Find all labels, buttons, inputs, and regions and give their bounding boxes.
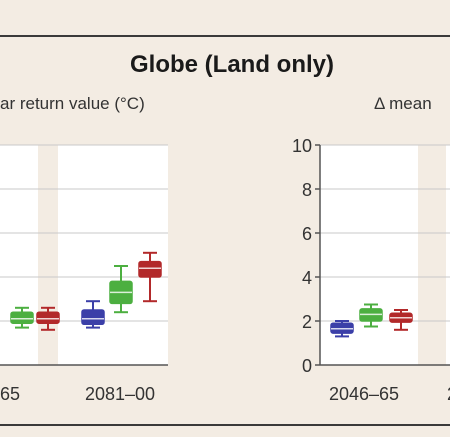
period-label: 2046–65	[329, 384, 399, 404]
box-plot	[359, 303, 383, 328]
left-panel-subtitle: ar return value (°C)	[0, 94, 145, 113]
left-panel: 65 2081–00	[0, 144, 168, 404]
y-tick-label: 8	[302, 180, 312, 200]
box-body	[81, 309, 105, 326]
y-tick-label: 2	[302, 312, 312, 332]
period-label: 2	[447, 384, 450, 404]
y-tick-label: 0	[302, 356, 312, 376]
period-label: 65	[0, 384, 20, 404]
figure-title: Globe (Land only)	[130, 51, 334, 78]
y-tick-label: 4	[302, 268, 312, 288]
period-shade	[38, 145, 58, 365]
box-body	[36, 311, 60, 324]
y-tick-label: 6	[302, 224, 312, 244]
period-shade	[418, 145, 446, 365]
plot-area	[0, 145, 168, 365]
box-body	[138, 260, 162, 278]
y-tick-label: 10	[292, 136, 312, 156]
period-label: 2081–00	[85, 384, 155, 404]
right-panel-subtitle: Δ mean	[374, 94, 432, 113]
box-body	[10, 311, 34, 324]
right-panel: 0 2 4 6 8 10 2046–65 2	[292, 136, 450, 404]
box-plot	[138, 251, 162, 303]
box-plot	[109, 265, 133, 314]
box-plot	[389, 309, 413, 331]
box-plot	[330, 320, 354, 338]
box-plot	[10, 306, 34, 329]
box-plot	[81, 300, 105, 329]
box-plot	[36, 306, 60, 331]
